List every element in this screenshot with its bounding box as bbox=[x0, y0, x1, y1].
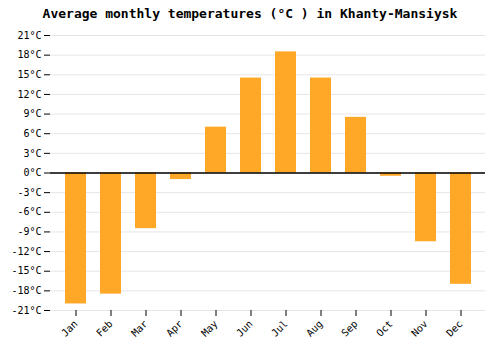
svg-text:6°C: 6°C bbox=[23, 128, 41, 139]
svg-text:Jan: Jan bbox=[59, 318, 80, 339]
svg-text:21°C: 21°C bbox=[17, 30, 41, 41]
svg-text:Aug: Aug bbox=[304, 318, 325, 339]
svg-text:Feb: Feb bbox=[94, 318, 115, 339]
svg-text:18°C: 18°C bbox=[17, 49, 41, 60]
svg-text:Sep: Sep bbox=[339, 318, 360, 339]
svg-text:Apr: Apr bbox=[164, 318, 185, 339]
svg-text:Dec: Dec bbox=[444, 318, 465, 339]
svg-text:-9°C: -9°C bbox=[17, 226, 41, 237]
svg-text:0°C: 0°C bbox=[23, 167, 41, 178]
svg-text:3°C: 3°C bbox=[23, 148, 41, 159]
svg-text:-12°C: -12°C bbox=[11, 246, 41, 257]
svg-text:Jul: Jul bbox=[269, 318, 290, 339]
svg-text:-18°C: -18°C bbox=[11, 285, 41, 296]
svg-text:9°C: 9°C bbox=[23, 108, 41, 119]
svg-text:-15°C: -15°C bbox=[11, 265, 41, 276]
svg-text:Oct: Oct bbox=[374, 318, 395, 339]
svg-text:12°C: 12°C bbox=[17, 89, 41, 100]
html-text:Average monthly temperatures (: Average monthly temperatures (°C ) in Kh… bbox=[42, 6, 458, 21]
svg-text:-21°C: -21°C bbox=[11, 305, 41, 316]
svg-text:-3°C: -3°C bbox=[17, 187, 41, 198]
svg-text:15°C: 15°C bbox=[17, 69, 41, 80]
svg-text:Mar: Mar bbox=[129, 318, 150, 339]
svg-text:May: May bbox=[199, 318, 220, 339]
svg-text:-6°C: -6°C bbox=[17, 206, 41, 217]
svg-text:Nov: Nov bbox=[409, 318, 430, 339]
svg-text:Jun: Jun bbox=[234, 318, 255, 339]
